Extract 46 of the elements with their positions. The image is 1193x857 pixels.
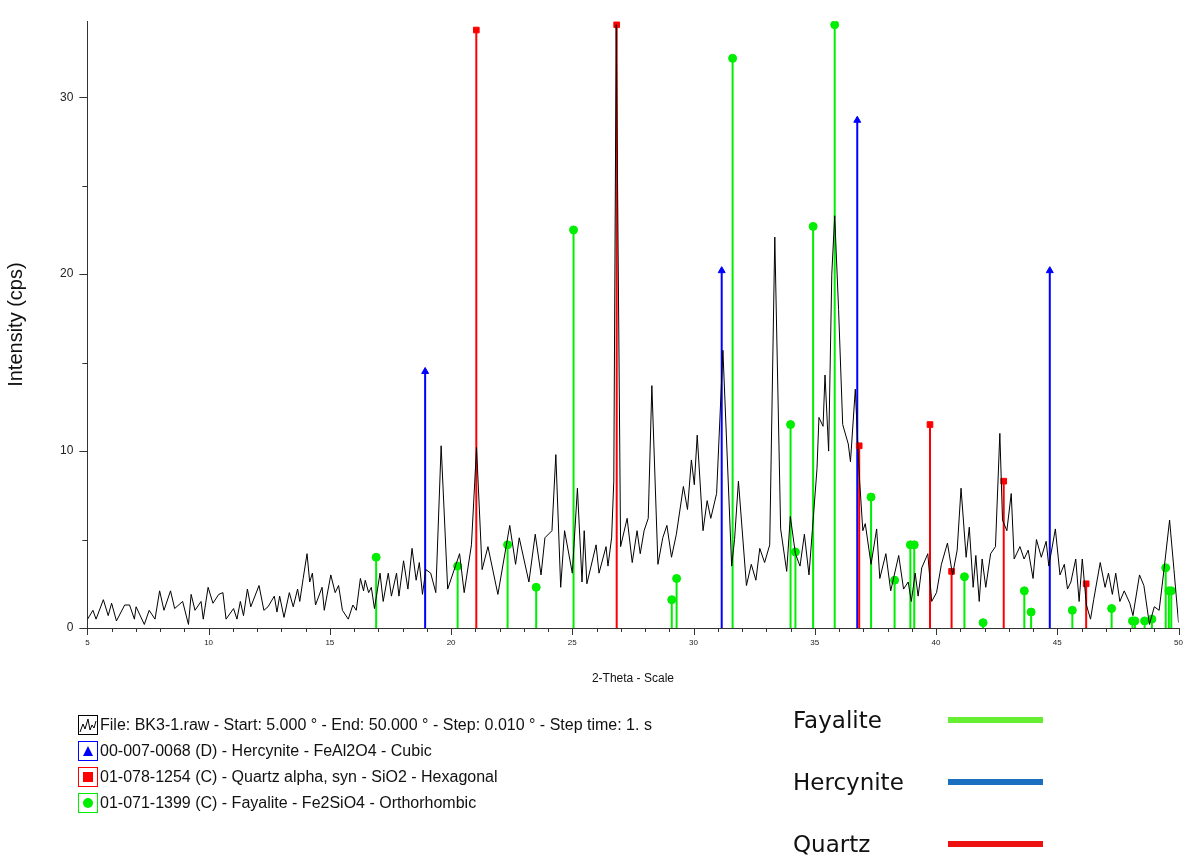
- x-tick-label: 45: [1052, 638, 1063, 647]
- point: [808, 221, 818, 231]
- y-tick-label: 0: [66, 620, 74, 635]
- x-tick-label: 40: [931, 638, 942, 647]
- point: [866, 492, 876, 502]
- point: [1045, 266, 1054, 274]
- legend-label: File: BK3-1.raw - Start: 5.000 ° - End: 50.000 ° - Step: 0.010 ° - Step time: 1. s: [100, 716, 652, 734]
- point: [926, 421, 934, 428]
- point: [667, 595, 677, 605]
- text: Fayalite: [793, 707, 883, 733]
- legend-label: 01-078-1254 (C) - Quartz alpha, syn - SiO2 - Hexagonal: [100, 768, 498, 786]
- point: [472, 26, 480, 34]
- point: [1019, 586, 1029, 596]
- x-axis-title: 2-Theta - Scale: [591, 671, 675, 686]
- point: [1067, 605, 1077, 615]
- point: [959, 572, 969, 582]
- point: [978, 618, 988, 628]
- x-tick-label: 50: [1174, 638, 1184, 647]
- x-tick-label: 30: [689, 638, 699, 647]
- y-tick-label: 10: [59, 443, 74, 458]
- text: Hercynite: [793, 769, 905, 795]
- y-tick-label: 20: [59, 266, 74, 281]
- point: [672, 573, 682, 583]
- text: Quartz: [793, 831, 872, 857]
- point: [421, 366, 430, 374]
- x-tick-label: 35: [810, 638, 820, 647]
- point: [853, 115, 862, 123]
- x-tick-label: 20: [446, 638, 457, 647]
- point: [371, 552, 381, 562]
- point: [1026, 607, 1036, 617]
- y-axis-title: Intensity (cps): [3, 262, 26, 387]
- point: [830, 21, 840, 30]
- point: [569, 225, 579, 235]
- point: [728, 53, 738, 63]
- x-tick-label: 25: [567, 638, 578, 647]
- legend-label: 00-007-0068 (D) - Hercynite - FeAl2O4 - Cubic: [100, 742, 432, 760]
- x-tick-label: 15: [325, 638, 335, 647]
- point: [786, 420, 796, 430]
- y-tick-label: 30: [59, 89, 74, 104]
- point: [1107, 604, 1117, 614]
- x-tick-label: 5: [85, 638, 91, 647]
- legend-label: 01-071-1399 (C) - Fayalite - Fe2SiO4 - Orthorhombic: [100, 794, 477, 812]
- x-tick-label: 10: [204, 638, 214, 647]
- point: [531, 582, 541, 592]
- point: [1140, 616, 1150, 626]
- point: [717, 266, 726, 274]
